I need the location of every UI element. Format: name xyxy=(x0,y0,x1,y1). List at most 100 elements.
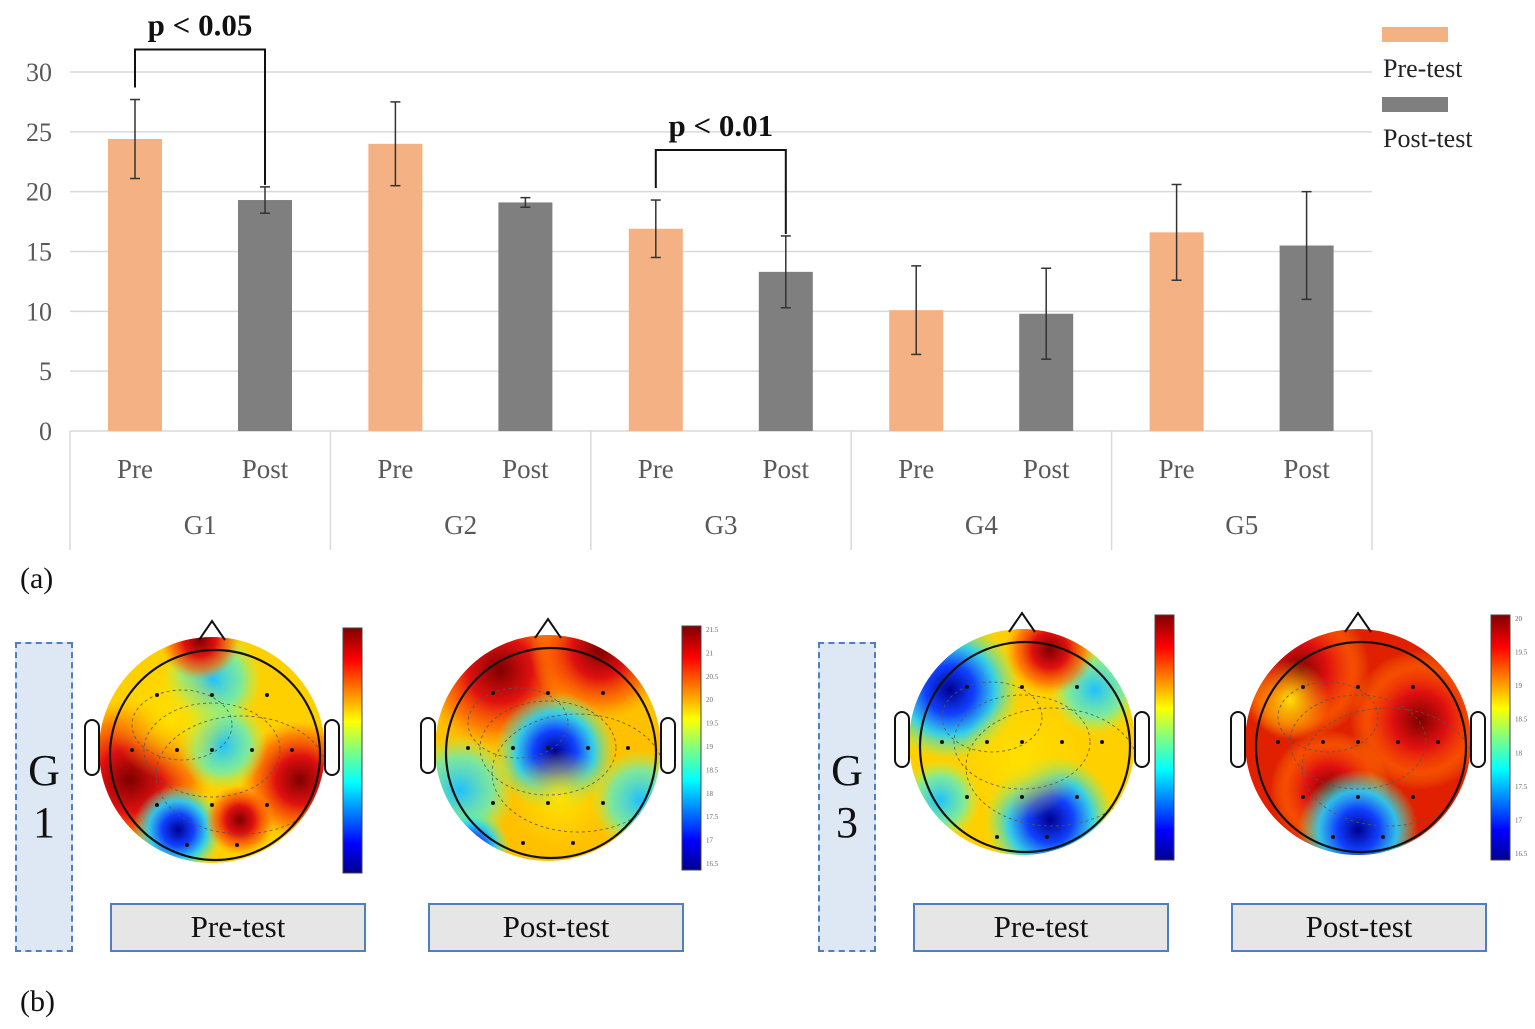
x-tick-label: Pre xyxy=(898,454,934,484)
bar-chart: 0 5 10 15 20 25 30 Pre Post G1 Pre Post G2 Pre Post G3 P… xyxy=(26,8,1473,550)
topomap-blob xyxy=(960,700,1080,820)
x-tick-label: Post xyxy=(502,454,549,484)
group-label: G1 xyxy=(184,510,217,540)
ear-icon xyxy=(420,717,436,774)
x-tick-label: Post xyxy=(1023,454,1070,484)
topomap-blob xyxy=(909,760,980,840)
head-outline xyxy=(1254,640,1468,854)
electrode xyxy=(1436,740,1440,744)
electrode xyxy=(1381,835,1385,839)
colorbar-tick-label: 18 xyxy=(706,790,714,798)
electrode xyxy=(586,746,590,750)
electrode xyxy=(1356,795,1360,799)
electrode xyxy=(1276,740,1280,744)
electrode xyxy=(491,691,495,695)
topomap-fill xyxy=(99,637,325,863)
y-tick-label: 15 xyxy=(26,238,52,267)
colorbar-tick-label: 20 xyxy=(706,696,714,704)
colorbar xyxy=(1154,614,1175,861)
contour-line xyxy=(965,707,1135,827)
panel-label-b: (b) xyxy=(20,985,55,1018)
contour-line xyxy=(1289,694,1427,790)
contour-line xyxy=(941,681,1043,753)
x-tick-label: Pre xyxy=(117,454,153,484)
electrode xyxy=(210,693,214,697)
contour-line xyxy=(155,715,325,835)
colorbar-tick-label: 17 xyxy=(706,837,714,845)
colorbar-tick-label: 19 xyxy=(706,743,714,751)
legend-swatch xyxy=(1382,27,1448,42)
x-tick-label: Pre xyxy=(1159,454,1195,484)
head-outline xyxy=(108,648,322,862)
colorbar-tick-label: 16.5 xyxy=(706,860,719,868)
topomap-blob xyxy=(1250,660,1330,740)
electrode xyxy=(546,691,550,695)
y-tick-label: 30 xyxy=(26,58,52,87)
legend-label: Post-test xyxy=(1383,124,1473,153)
head-outline xyxy=(444,646,658,860)
colorbar-tick-label: 18 xyxy=(1515,749,1523,757)
electrode xyxy=(521,841,525,845)
bar-pre-test xyxy=(368,143,423,432)
ear-icon xyxy=(1134,711,1150,768)
electrode xyxy=(1356,685,1360,689)
electrode xyxy=(1356,740,1360,744)
electrode xyxy=(1020,795,1024,799)
electrode xyxy=(546,801,550,805)
electrode xyxy=(1321,740,1325,744)
electrode xyxy=(290,748,294,752)
group-label-line: 1 xyxy=(33,798,55,847)
contour-line xyxy=(953,694,1091,790)
electrode xyxy=(1075,795,1079,799)
topomap-blob xyxy=(1298,770,1418,855)
electrode xyxy=(1301,795,1305,799)
electrode xyxy=(995,835,999,839)
electrode xyxy=(1020,740,1024,744)
bar-post-test xyxy=(498,202,553,431)
bar-pre-test xyxy=(628,228,683,431)
nose-icon xyxy=(1008,611,1036,633)
legend-label: Pre-test xyxy=(1383,54,1463,83)
electrode xyxy=(1411,795,1415,799)
contour-line xyxy=(491,713,661,833)
y-tick-label: 5 xyxy=(39,357,52,386)
colorbar-tick-label: 17 xyxy=(1515,816,1523,824)
map-label: Post-test xyxy=(428,903,684,952)
electrode xyxy=(1060,740,1064,744)
map-label: Post-test xyxy=(1231,903,1487,952)
ear-icon xyxy=(894,711,910,768)
electrode xyxy=(571,841,575,845)
contour-line xyxy=(131,689,233,761)
group-label: G4 xyxy=(965,510,998,540)
bar-post-test xyxy=(238,200,292,431)
electrode xyxy=(1411,685,1415,689)
y-tick-label: 25 xyxy=(26,118,52,147)
colorbar-tick-label: 18.5 xyxy=(706,766,719,774)
colorbar xyxy=(342,627,363,874)
group-label-line: G xyxy=(831,746,863,795)
electrode xyxy=(155,693,159,697)
colorbar-tick-label: 19.5 xyxy=(1515,649,1528,657)
electrode xyxy=(1045,835,1049,839)
bar-pre-test xyxy=(108,139,162,431)
nose-icon xyxy=(534,617,562,639)
colorbar-tick-label: 21.5 xyxy=(706,626,719,634)
significance-label: p < 0.01 xyxy=(668,108,773,143)
topomap-fill xyxy=(1245,629,1471,855)
panel-label-a: (a) xyxy=(20,562,54,595)
electrode xyxy=(491,801,495,805)
topomap-blob xyxy=(435,810,510,861)
y-tick-label: 10 xyxy=(26,297,52,326)
electrode xyxy=(1100,740,1104,744)
topomap-blob xyxy=(205,785,275,855)
ear-icon xyxy=(1470,711,1486,768)
colorbar-tick-label: 19.5 xyxy=(706,720,719,728)
electrode xyxy=(1331,835,1335,839)
head-outline xyxy=(918,640,1132,854)
topomap-blob xyxy=(590,750,661,850)
contour-line xyxy=(143,702,281,798)
